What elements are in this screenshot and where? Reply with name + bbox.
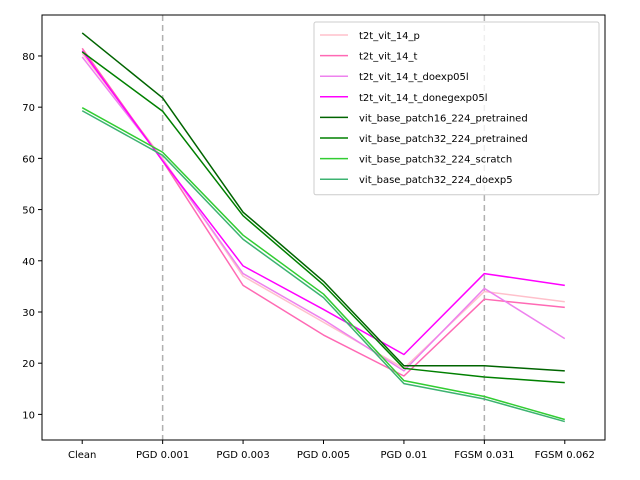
x-tick-label: PGD 0.003 (216, 450, 269, 461)
y-tick-label: 80 (22, 52, 35, 63)
y-tick-label: 40 (22, 257, 35, 268)
y-tick-label: 10 (22, 410, 35, 421)
x-tick-label: PGD 0.01 (380, 450, 427, 461)
y-tick-label: 70 (22, 103, 35, 114)
series-line-vit_base_patch16_224_pretrained (81, 32, 565, 372)
series-line-vit_base_patch32_224_doexp5 (81, 110, 565, 423)
x-tick-label: PGD 0.005 (297, 450, 350, 461)
legend-label: t2t_vit_14_t (359, 52, 418, 63)
legend: t2t_vit_14_p t2t_vit_14_t t2t_vit_14_t_doe… (313, 21, 600, 196)
x-tick-label: PGD 0.001 (136, 450, 189, 461)
legend-label: t2t_vit_14_p (359, 31, 420, 42)
series-line-vit_base_patch32_224_pretrained (81, 51, 565, 384)
y-tick-label: 20 (22, 359, 35, 370)
legend-label: t2t_vit_14_t_donegexp05l (359, 93, 488, 104)
series-lines (81, 32, 566, 423)
legend-label: t2t_vit_14_t_doexp05l (359, 72, 469, 83)
y-tick-label: 60 (22, 154, 35, 165)
x-tick-label: FGSM 0.062 (535, 450, 595, 461)
x-tick-label: FGSM 0.031 (454, 450, 514, 461)
series-line-t2t_vit_14_t_donegexp05l (81, 50, 565, 356)
legend-label: vit_base_patch32_224_pretrained (359, 134, 528, 145)
legend-label: vit_base_patch32_224_scratch (359, 155, 512, 166)
legend-label: vit_base_patch32_224_doexp5 (359, 175, 513, 186)
x-tick-label: Clean (68, 450, 96, 461)
y-tick-label: 30 (22, 308, 35, 319)
legend-label: vit_base_patch16_224_pretrained (359, 113, 528, 124)
axes: Clean PGD 0.001 PGD 0.003 PGD 0.005 PGD 0.01… (22, 52, 595, 461)
series-line-t2t_vit_14_p (81, 52, 565, 370)
legend-box (313, 21, 600, 196)
y-tick-label: 50 (22, 206, 35, 217)
series-line-vit_base_patch32_224_scratch (81, 107, 565, 421)
